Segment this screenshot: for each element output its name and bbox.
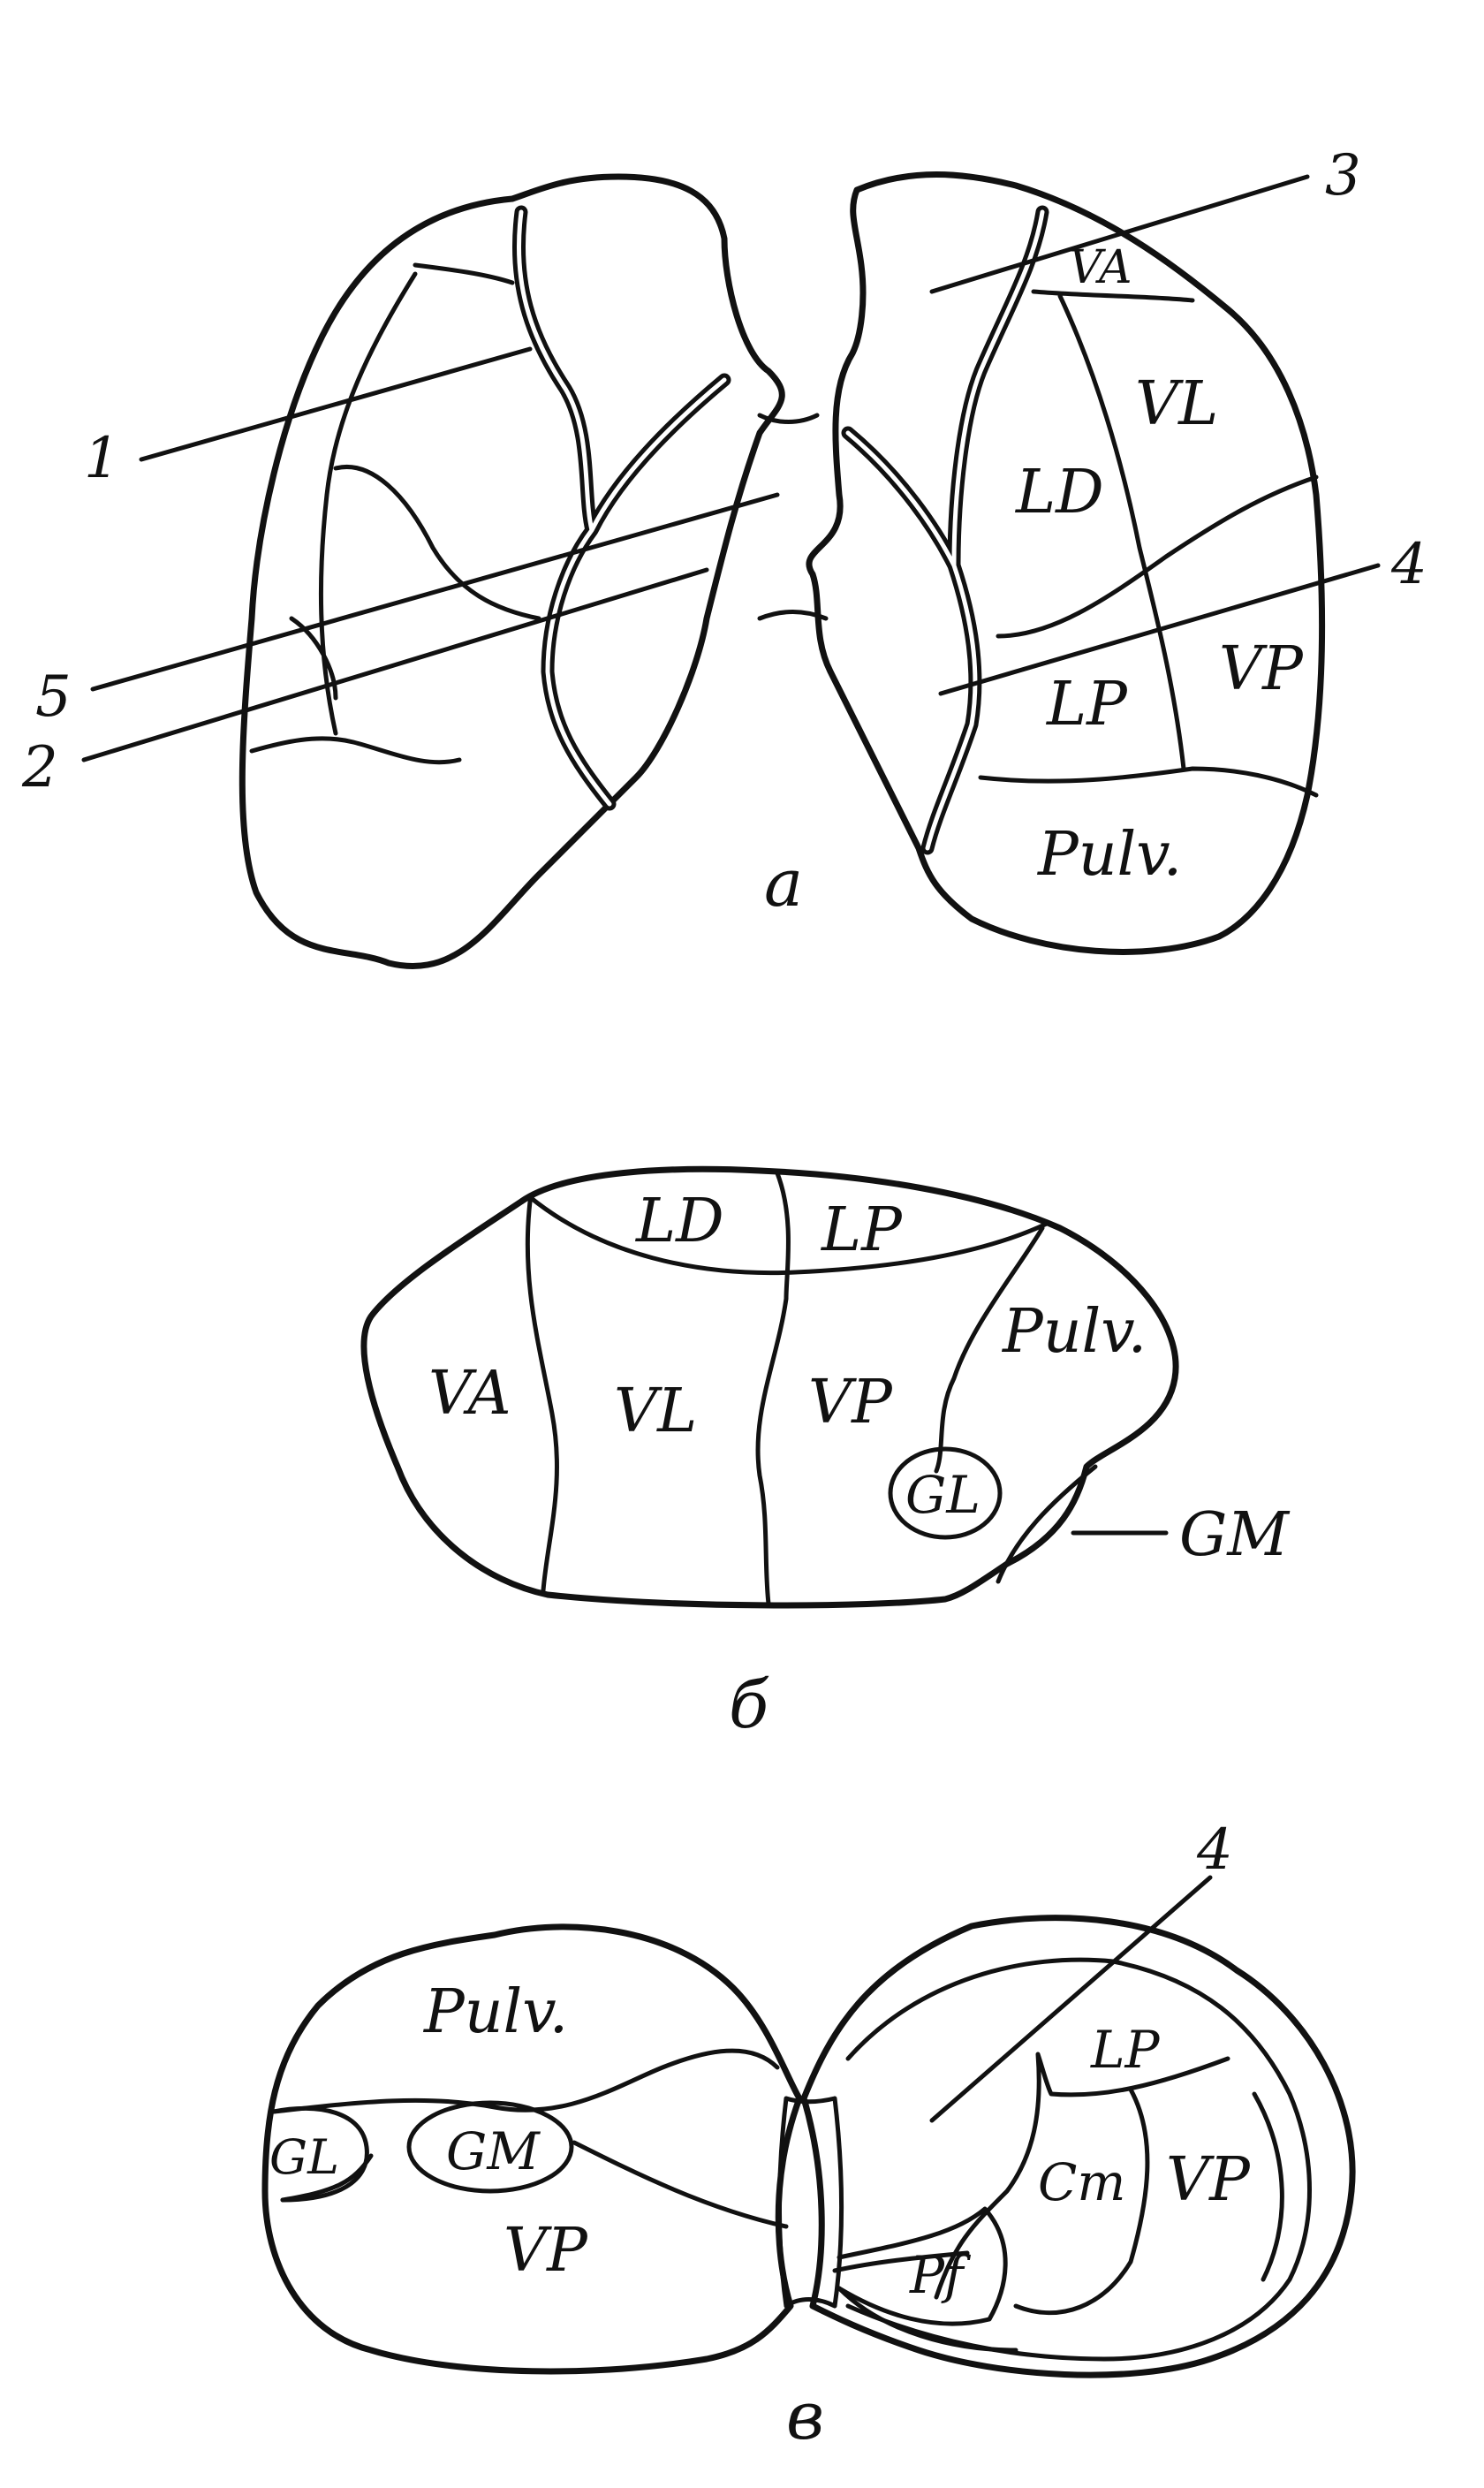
panel-a-callout-1: 1: [84, 426, 120, 491]
panel-a-callout-3: 3: [1325, 143, 1361, 209]
panel-b-label-pulv: Pulv.: [1001, 1297, 1147, 1367]
panel-b-label-gl: GL: [905, 1465, 980, 1525]
panel-a-label-ld: LD: [1014, 458, 1104, 527]
panel-a-callout-2: 2: [21, 735, 58, 800]
panel-a: 1 2 3 4 5 VA VL LD LP VP Pulv. а: [21, 143, 1427, 969]
panel-c-gl-nucleus: [271, 2105, 369, 2203]
panel-a-leader-4: [938, 563, 1381, 696]
panel-a-label-va: VA: [1069, 241, 1132, 294]
panel-b-gl-nucleus: [888, 1446, 1003, 1540]
panel-c-label-pulv: Pulv.: [422, 1977, 568, 2047]
panel-c-interthalamic-bridge: [777, 2096, 844, 2309]
panel-b: GM LD LP Pulv. VA VL VP GL б: [360, 1165, 1291, 1743]
panel-b-callout-gm: GM: [1179, 1500, 1291, 1570]
panel-a-label-vl: VL: [1135, 369, 1218, 439]
panel-b-dividers: [525, 1171, 1098, 1606]
panel-a-left-medullary-lamina: [512, 205, 731, 811]
panel-a-leader-2: [81, 567, 709, 762]
panel-b-label-vp: VP: [808, 1368, 893, 1437]
panel-a-leader-3: [929, 174, 1310, 294]
panel-c-label-cm: Cm: [1038, 2152, 1125, 2212]
panel-a-callout-5: 5: [35, 664, 72, 730]
panel-c-left-lobe-outline: [261, 1923, 803, 2375]
panel-b-label-vl: VL: [614, 1377, 697, 1446]
panel-a-leader-1: [139, 346, 533, 462]
panel-c-right-internal-lines: [832, 2052, 1284, 2353]
panel-a-leader-5: [90, 492, 780, 692]
panel-c-gm-nucleus: [406, 2100, 574, 2194]
panel-a-label-lp: LP: [1045, 670, 1128, 740]
panel-c-caption: в: [786, 2378, 824, 2454]
panel-c-label-vp-left: VP: [504, 2216, 588, 2286]
panel-b-label-lp: LP: [820, 1195, 903, 1265]
panel-c-pf-nucleus: [837, 2206, 1008, 2326]
panel-a-right-internal-lines: [978, 289, 1319, 798]
panel-a-left-lobe-outline: [238, 173, 785, 969]
panel-a-label-vp: VP: [1219, 634, 1304, 704]
panel-c-label-gl: GL: [269, 2129, 339, 2185]
panel-b-top-arc: [527, 1195, 1049, 1276]
panel-a-right-medullary-lamina: [841, 205, 1049, 855]
panel-b-label-va: VA: [428, 1359, 511, 1429]
panel-c: 4 Pulv. GL GM VP LP Cm VP Pf в: [261, 1817, 1356, 2454]
panel-a-callout-4: 4: [1390, 532, 1427, 597]
panel-c-label-vp-right: VP: [1166, 2145, 1251, 2215]
panel-a-label-pulv: Pulv.: [1036, 820, 1182, 890]
panel-c-label-lp: LP: [1090, 2020, 1161, 2080]
panel-c-right-inner-contour: [845, 1957, 1312, 2362]
panel-c-label-gm: GM: [446, 2121, 541, 2181]
panel-c-callout-4: 4: [1196, 1817, 1233, 1883]
panel-b-label-ld: LD: [634, 1187, 724, 1256]
panel-a-left-internal-lines: [249, 262, 541, 765]
panel-c-leader-4: [929, 1875, 1213, 2123]
panel-a-right-lobe-outline: [806, 171, 1326, 955]
panel-a-interthalamic-adhesion: [757, 413, 829, 621]
panel-c-label-pf: Pf: [909, 2245, 972, 2305]
panel-c-right-lobe-outline: [800, 1915, 1356, 2378]
panel-b-caption: б: [729, 1667, 769, 1743]
panel-a-caption: а: [764, 846, 803, 922]
